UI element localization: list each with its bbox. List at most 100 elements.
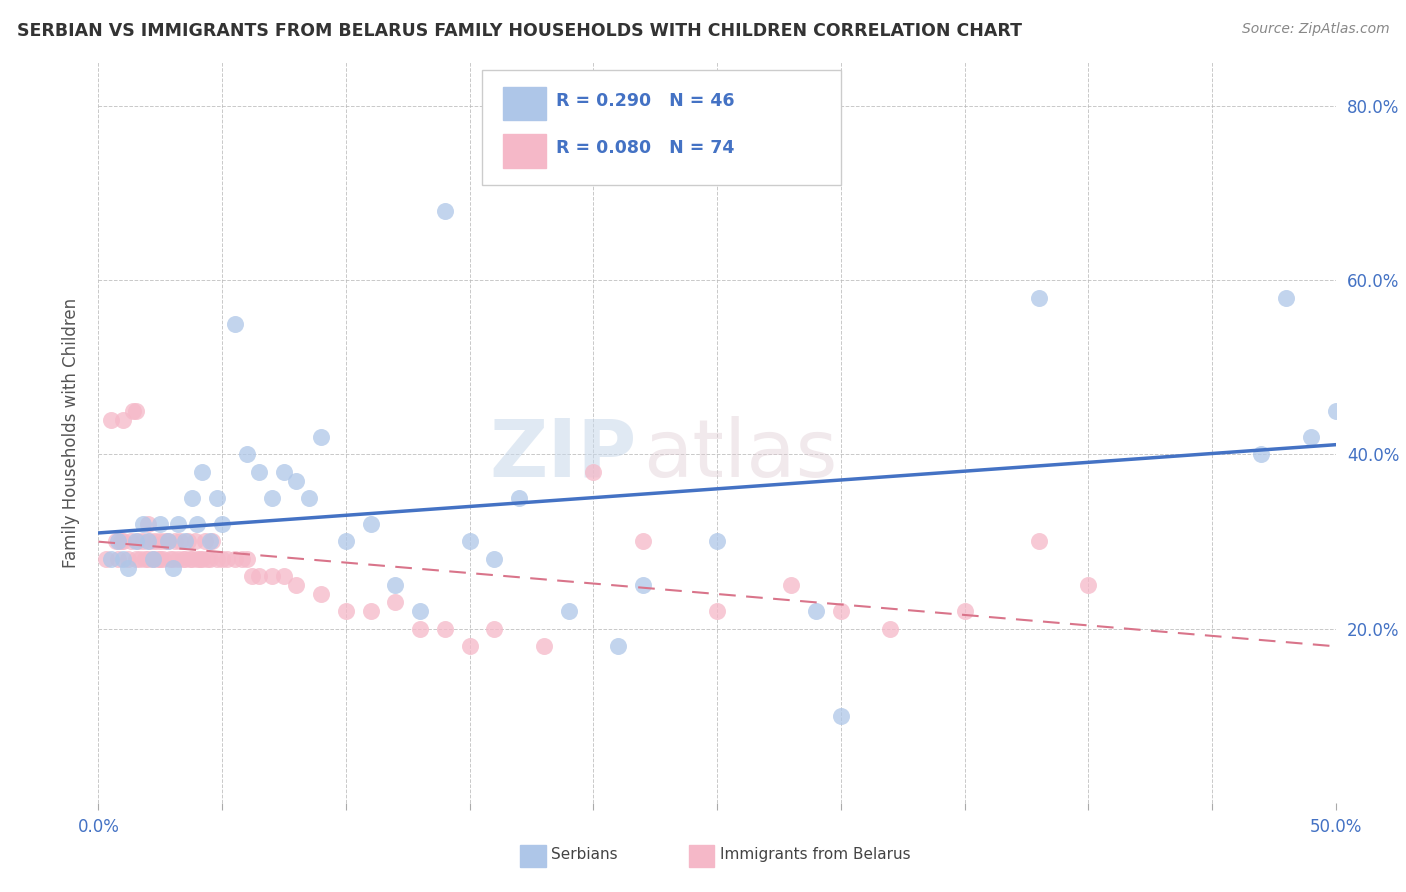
Point (181, 552, 204, 566)
Point (188, 552, 211, 566)
Point (224, 317, 246, 331)
Point (149, 552, 172, 566)
Point (273, 465, 295, 479)
Point (176, 534, 198, 549)
Point (184, 534, 207, 549)
Point (205, 491, 228, 505)
Point (384, 578, 406, 592)
Point (879, 622, 901, 636)
Point (143, 534, 166, 549)
Point (240, 569, 263, 583)
Point (804, 604, 827, 618)
Bar (503, 87, 547, 120)
Point (134, 552, 156, 566)
Point (1028, 291, 1050, 305)
Point (152, 552, 174, 566)
Point (172, 552, 194, 566)
Point (124, 552, 146, 566)
Text: Serbians: Serbians (551, 847, 617, 862)
Point (217, 552, 239, 566)
Point (607, 639, 630, 653)
Point (285, 578, 308, 592)
Point (433, 622, 456, 636)
Point (631, 578, 654, 592)
Point (557, 604, 579, 618)
Point (110, 534, 132, 549)
Point (1324, 404, 1347, 418)
Point (247, 465, 270, 479)
Y-axis label: Family Households with Children: Family Households with Children (62, 298, 80, 567)
Point (384, 595, 406, 609)
Point (582, 465, 605, 479)
Point (433, 203, 456, 218)
Point (198, 552, 221, 566)
Point (132, 517, 155, 532)
Point (198, 534, 221, 549)
Point (236, 552, 259, 566)
Text: R = 0.290   N = 46: R = 0.290 N = 46 (557, 92, 735, 110)
Point (124, 534, 146, 549)
Point (1299, 430, 1322, 444)
Point (186, 517, 208, 532)
Point (117, 560, 139, 574)
Text: atlas: atlas (643, 416, 837, 494)
Point (706, 604, 728, 618)
Point (186, 552, 208, 566)
Point (146, 552, 169, 566)
Point (201, 534, 224, 549)
Point (174, 552, 197, 566)
Point (458, 534, 481, 549)
Point (508, 491, 530, 505)
Text: ZIP: ZIP (489, 416, 637, 494)
FancyBboxPatch shape (482, 70, 841, 185)
Point (631, 534, 654, 549)
Point (191, 552, 214, 566)
Point (136, 552, 159, 566)
Point (169, 534, 191, 549)
Point (149, 517, 172, 532)
Point (830, 604, 852, 618)
Point (129, 552, 152, 566)
Point (191, 465, 214, 479)
Point (211, 517, 233, 532)
Point (780, 578, 803, 592)
Point (484, 622, 506, 636)
Point (458, 639, 481, 653)
Point (309, 587, 332, 601)
Point (162, 552, 184, 566)
Point (156, 534, 179, 549)
Point (360, 604, 382, 618)
Point (122, 404, 145, 418)
Point (142, 552, 165, 566)
Point (1275, 291, 1298, 305)
Point (953, 604, 976, 618)
Point (179, 552, 201, 566)
Point (124, 404, 146, 418)
Point (335, 534, 357, 549)
Text: Immigrants from Belarus: Immigrants from Belarus (720, 847, 911, 862)
Point (181, 491, 204, 505)
Point (112, 534, 135, 549)
Point (1250, 447, 1272, 461)
Point (273, 569, 295, 583)
Bar (503, 135, 547, 168)
Point (335, 604, 357, 618)
Point (360, 517, 382, 532)
Point (533, 639, 555, 653)
Text: Source: ZipAtlas.com: Source: ZipAtlas.com (1241, 22, 1389, 37)
Text: SERBIAN VS IMMIGRANTS FROM BELARUS FAMILY HOUSEHOLDS WITH CHILDREN CORRELATION C: SERBIAN VS IMMIGRANTS FROM BELARUS FAMIL… (17, 22, 1022, 40)
Point (285, 474, 308, 488)
Point (120, 534, 142, 549)
Point (136, 517, 159, 532)
Point (156, 534, 179, 549)
Point (1028, 534, 1050, 549)
Point (174, 534, 197, 549)
Point (211, 552, 233, 566)
Text: R = 0.080   N = 74: R = 0.080 N = 74 (557, 139, 734, 157)
Point (1077, 578, 1099, 592)
Point (159, 552, 181, 566)
Point (136, 534, 159, 549)
Point (194, 534, 217, 549)
Point (165, 534, 187, 549)
Point (706, 534, 728, 549)
